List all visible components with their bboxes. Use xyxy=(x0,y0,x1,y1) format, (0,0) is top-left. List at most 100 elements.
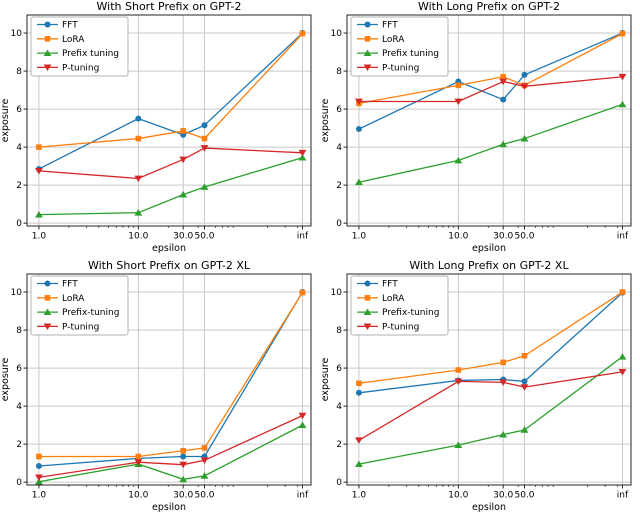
data-point-marker xyxy=(298,153,307,161)
chart-short-prefix-gpt2-xl: 0 2 4 6 8 10 1.0 10.0 30.0 50.0 inf With Short Pref… xyxy=(0,259,320,518)
plot-border xyxy=(346,273,632,486)
data-point-marker xyxy=(298,421,307,429)
data-point-marker xyxy=(500,96,507,103)
data-point-marker xyxy=(135,115,142,122)
data-point-marker xyxy=(179,191,188,198)
x-axis-label: epsilon xyxy=(472,502,506,513)
series-line xyxy=(358,76,623,103)
legend-marker-triangle-up-icon xyxy=(363,49,372,56)
data-point-marker xyxy=(298,412,307,420)
y-tick-label: 10 xyxy=(331,288,343,298)
series-line xyxy=(38,156,303,216)
data-point-marker xyxy=(455,82,462,89)
legend-entry-fft: FFT xyxy=(357,280,398,290)
plot-border xyxy=(346,14,632,227)
legend-entry-prefix-tuning: Prefix-tuning xyxy=(357,308,439,318)
data-point-marker xyxy=(355,437,363,444)
series-p-tuning xyxy=(35,412,307,481)
legend-entry-lora: LoRA xyxy=(37,35,85,45)
legend-label: FFT xyxy=(62,280,78,290)
data-point-marker xyxy=(134,209,143,216)
legend-marker-circle-icon xyxy=(44,280,51,287)
series-lora xyxy=(36,30,306,150)
x-tick-label: 50.0 xyxy=(194,232,214,242)
chart-title: With Long Prefix on GPT-2 xyxy=(418,0,560,13)
x-tick-label: inf xyxy=(617,232,629,242)
data-point-marker xyxy=(35,210,43,218)
legend-entry-prefix-tuning: Prefix tuning xyxy=(37,49,119,59)
data-point-marker xyxy=(618,353,627,360)
data-point-marker xyxy=(201,445,208,451)
chart-svg-with-long-prefix-on-gpt-2: 0 2 4 6 8 10 1.0 10.0 30.0 50.0 inf With Long Prefi… xyxy=(320,0,632,254)
data-point-marker xyxy=(521,352,528,359)
y-tick-label: 6 xyxy=(16,364,22,374)
series-p-tuning xyxy=(355,368,627,444)
series-line xyxy=(358,356,623,465)
data-point-marker xyxy=(35,462,42,469)
legend-entry-p-tuning: P-tuning xyxy=(357,63,419,73)
data-point-marker xyxy=(180,128,186,134)
legend-entry-prefix-tuning: Prefix-tuning xyxy=(37,308,119,318)
legend-marker-circle-icon xyxy=(364,21,371,28)
x-axis-label: epsilon xyxy=(472,243,506,254)
y-tick-label: 8 xyxy=(16,326,22,336)
data-point-marker xyxy=(619,289,626,295)
legend-marker-triangle-up-icon xyxy=(43,49,52,56)
data-point-marker xyxy=(455,367,462,373)
data-point-marker xyxy=(180,453,187,460)
legend-marker-triangle-down-icon xyxy=(363,323,372,330)
y-tick-label: 6 xyxy=(336,105,342,115)
data-point-marker xyxy=(299,30,306,37)
series-lora xyxy=(356,289,626,387)
legend-box xyxy=(30,275,129,336)
data-point-marker xyxy=(355,460,363,467)
data-point-marker xyxy=(520,426,529,433)
legend-marker-square-icon xyxy=(44,36,51,42)
data-point-marker xyxy=(201,135,208,142)
y-tick-label: 8 xyxy=(16,67,22,77)
chart-title: With Short Prefix on GPT-2 xyxy=(97,0,242,13)
legend-label: Prefix tuning xyxy=(62,49,119,59)
x-tick-label: 10.0 xyxy=(448,491,468,501)
x-tick-label: 30.0 xyxy=(173,232,193,242)
legend-label: P-tuning xyxy=(62,322,99,332)
legend-entry-p-tuning: P-tuning xyxy=(37,63,99,73)
y-tick-label: 4 xyxy=(336,143,342,153)
data-point-marker xyxy=(454,378,463,386)
series-lora xyxy=(36,289,306,460)
y-axis-label: exposure xyxy=(0,358,11,402)
plot-border xyxy=(26,14,312,227)
y-axis-label: exposure xyxy=(0,99,11,143)
legend-entry-fft: FFT xyxy=(37,280,78,290)
legend-marker-circle-icon xyxy=(44,21,51,28)
data-point-marker xyxy=(179,156,188,164)
x-tick-label: inf xyxy=(297,491,309,501)
tick-labels: 0 2 4 6 8 10 1.0 10.0 30.0 50.0 inf xyxy=(331,29,629,241)
data-point-marker xyxy=(200,472,209,479)
data-point-marker xyxy=(35,478,43,485)
data-point-marker xyxy=(499,140,508,148)
y-tick-label: 2 xyxy=(336,181,342,191)
legend-marker-circle-icon xyxy=(364,280,371,287)
legend: FFT LoRA Prefix tuning P-tuning xyxy=(30,16,129,77)
legend-label: P-tuning xyxy=(62,63,99,73)
legend-label: LoRA xyxy=(62,35,85,45)
legend-marker-triangle-up-icon xyxy=(43,308,52,315)
data-point-marker xyxy=(500,359,506,366)
data-point-marker xyxy=(355,389,362,396)
legend-marker-triangle-down-icon xyxy=(363,64,372,71)
legend-entry-fft: FFT xyxy=(37,21,78,31)
legend-box xyxy=(350,16,449,77)
legend-label: FFT xyxy=(382,280,398,290)
chart-svg-with-short-prefix-on-gpt-2-xl: 0 2 4 6 8 10 1.0 10.0 30.0 50.0 inf With Short Pref… xyxy=(0,259,312,513)
y-tick-label: 8 xyxy=(336,67,342,77)
data-point-marker xyxy=(499,379,508,386)
x-tick-label: 50.0 xyxy=(194,491,214,501)
tick-marks xyxy=(343,291,623,489)
y-tick-label: 10 xyxy=(11,288,23,298)
legend-entry-lora: LoRA xyxy=(357,35,405,45)
y-tick-label: 0 xyxy=(336,219,342,229)
legend-entry-fft: FFT xyxy=(357,21,398,31)
data-point-marker xyxy=(618,368,627,376)
data-point-marker xyxy=(499,431,508,438)
